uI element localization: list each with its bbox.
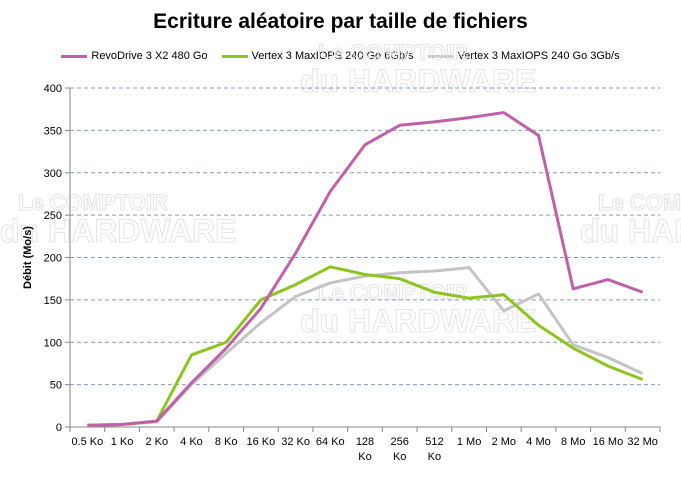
legend-swatch xyxy=(221,54,248,58)
y-tick-label: 200 xyxy=(44,253,62,265)
y-tick-label: 50 xyxy=(50,380,62,392)
series-line xyxy=(87,111,644,427)
legend-label: Vertex 3 MaxIOPS 240 Go 3Gb/s xyxy=(457,50,620,62)
legend: RevoDrive 3 X2 480 Go Vertex 3 MaxIOPS 2… xyxy=(0,50,681,62)
x-tick-label: 64 Ko xyxy=(316,436,345,448)
legend-swatch xyxy=(61,54,88,58)
watermark: du HARDWARE xyxy=(580,213,681,249)
legend-swatch xyxy=(427,54,454,58)
x-tick-label: 1 Ko xyxy=(111,436,134,448)
x-tick-label: 1 Mo xyxy=(457,436,481,448)
x-tick-label: 2 Mo xyxy=(492,436,516,448)
y-tick-label: 150 xyxy=(44,295,62,307)
watermark: Le COMPTOIR xyxy=(318,40,468,65)
y-tick-label: 300 xyxy=(44,168,62,180)
watermark: du HARDWARE xyxy=(300,303,536,339)
legend-item: Vertex 3 MaxIOPS 240 Go 6Gb/s xyxy=(221,50,414,62)
x-tick-label: 512 Ko xyxy=(425,436,443,463)
chart-title: Ecriture aléatoire par taille de fichier… xyxy=(153,10,528,33)
x-tick-label: 16 Ko xyxy=(247,436,276,448)
y-tick-label: 100 xyxy=(44,337,62,349)
x-tick-label: 8 Ko xyxy=(215,436,238,448)
watermark: du HARDWARE xyxy=(0,213,236,249)
watermark: Le COMPTOIR xyxy=(18,190,168,215)
x-tick-label: 256 Ko xyxy=(391,436,409,463)
x-tick-label: 4 Mo xyxy=(526,436,550,448)
x-tick-label: 16 Mo xyxy=(593,436,624,448)
y-tick-label: 250 xyxy=(44,210,62,222)
y-tick-label: 350 xyxy=(44,125,62,137)
watermark: Le COMPTOIR xyxy=(318,280,468,305)
x-tick-label: 4 Ko xyxy=(180,436,203,448)
x-tick-label: 32 Mo xyxy=(627,436,658,448)
series-line xyxy=(87,265,644,427)
x-tick-label: 2 Ko xyxy=(145,436,168,448)
y-axis-label: Débit (Mo/s) xyxy=(22,226,34,289)
watermark: du HARDWARE xyxy=(300,63,536,99)
y-tick-label: 400 xyxy=(44,83,62,95)
x-tick-label: 0.5 Ko xyxy=(71,436,103,448)
legend-item: RevoDrive 3 X2 480 Go xyxy=(61,50,208,62)
legend-item: Vertex 3 MaxIOPS 240 Go 3Gb/s xyxy=(427,50,620,62)
legend-label: RevoDrive 3 X2 480 Go xyxy=(91,50,208,62)
x-tick-label: 32 Ko xyxy=(281,436,310,448)
legend-label: Vertex 3 MaxIOPS 240 Go 6Gb/s xyxy=(251,50,414,62)
x-tick-label: 128 Ko xyxy=(356,436,374,463)
x-tick-label: 8 Mo xyxy=(561,436,585,448)
watermark: Le COMPTOIR xyxy=(598,190,681,215)
y-tick-label: 0 xyxy=(56,422,62,434)
